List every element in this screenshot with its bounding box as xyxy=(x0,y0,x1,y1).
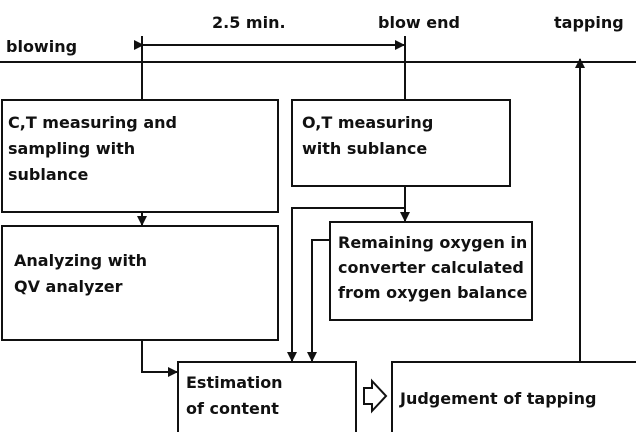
node-label: O,T measuring xyxy=(302,113,433,132)
node-label: C,T measuring and xyxy=(8,113,177,132)
interval-label: 2.5 min. xyxy=(212,13,286,32)
node-label: Estimation xyxy=(186,373,283,392)
node-label: sublance xyxy=(8,165,89,184)
blowing-label: blowing xyxy=(6,37,77,56)
node-box xyxy=(291,99,511,187)
node-box xyxy=(1,99,279,213)
hollow-arrow xyxy=(363,378,388,414)
node-label: sampling with xyxy=(8,139,135,158)
node-label: Remaining oxygen in xyxy=(338,233,527,252)
node-label: QV analyzer xyxy=(14,277,123,296)
blow-end-label: blow end xyxy=(378,13,460,32)
arrows xyxy=(137,58,585,414)
node-box xyxy=(391,361,636,432)
node-label: of content xyxy=(186,399,279,418)
node-labels: C,T measuring and sampling with sublance O,… xyxy=(8,113,596,418)
node-label: Analyzing with xyxy=(14,251,147,270)
arrow xyxy=(307,239,330,362)
arrow xyxy=(287,207,405,362)
node-label: from oxygen balance xyxy=(338,283,528,302)
node-box xyxy=(329,221,533,321)
node-box xyxy=(177,361,357,432)
node-box xyxy=(1,225,279,341)
node-label: Judgement of tapping xyxy=(399,389,596,408)
arrow xyxy=(141,340,178,377)
node-label: converter calculated xyxy=(338,258,524,277)
tapping-label: tapping xyxy=(554,13,624,32)
timeline: blowing 2.5 min. blow end tapping xyxy=(0,13,636,100)
node-label: with sublance xyxy=(302,139,427,158)
